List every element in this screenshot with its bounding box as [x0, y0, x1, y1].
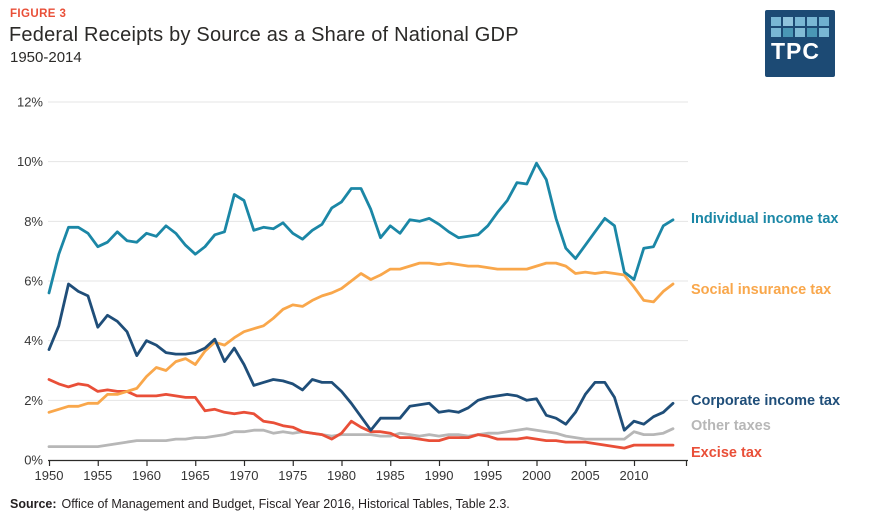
tpc-logo-squares-icon: [771, 17, 829, 37]
y-axis-tick-label: 12%: [17, 95, 43, 110]
y-axis-tick-label: 2%: [24, 393, 43, 408]
x-axis-tick-label: 1955: [83, 468, 112, 483]
figure-label: FIGURE 3: [10, 8, 67, 20]
source-note: Source: Office of Management and Budget, …: [10, 497, 510, 511]
y-axis-tick-label: 0%: [24, 453, 43, 468]
y-axis-tick-label: 8%: [24, 214, 43, 229]
y-axis-tick-label: 6%: [24, 274, 43, 289]
legend-label-corporate-income-tax: Corporate income tax: [691, 393, 840, 409]
y-axis-tick-label: 4%: [24, 333, 43, 348]
x-axis-tick-label: 2005: [571, 468, 600, 483]
x-axis-tick-label: 1990: [425, 468, 454, 483]
x-axis-tick-label: 1995: [473, 468, 502, 483]
page-title: Federal Receipts by Source as a Share of…: [9, 24, 519, 46]
x-axis-tick-label: 2010: [620, 468, 649, 483]
source-label: Source:: [10, 497, 57, 511]
y-axis-tick-label: 10%: [17, 154, 43, 169]
legend-label-other-taxes: Other taxes: [691, 418, 771, 434]
legend-label-individual-income-tax: Individual income tax: [691, 211, 838, 227]
series-line-excise-tax: [47, 378, 675, 450]
x-axis-tick-label: 1970: [230, 468, 259, 483]
tpc-logo-text: TPC: [771, 38, 820, 64]
series-line-corporate-income-tax: [47, 282, 675, 432]
page-subtitle: 1950-2014: [10, 49, 82, 66]
series-line-individual-income-tax: [47, 161, 675, 295]
x-axis-tick-label: 1985: [376, 468, 405, 483]
legend-label-excise-tax: Excise tax: [691, 445, 762, 461]
x-axis-tick-label: 1950: [35, 468, 64, 483]
legend-label-social-insurance-tax: Social insurance tax: [691, 282, 831, 298]
x-axis-tick-label: 1965: [181, 468, 210, 483]
series-line-other-taxes: [47, 427, 675, 449]
x-axis-tick-label: 2000: [522, 468, 551, 483]
source-text: Office of Management and Budget, Fiscal …: [61, 497, 510, 511]
series-line-social-insurance-tax: [47, 261, 675, 414]
tpc-logo: TPC: [765, 10, 835, 77]
x-axis-tick-label: 1975: [278, 468, 307, 483]
x-axis-tick-label: 1980: [327, 468, 356, 483]
x-axis-tick-label: 1960: [132, 468, 161, 483]
